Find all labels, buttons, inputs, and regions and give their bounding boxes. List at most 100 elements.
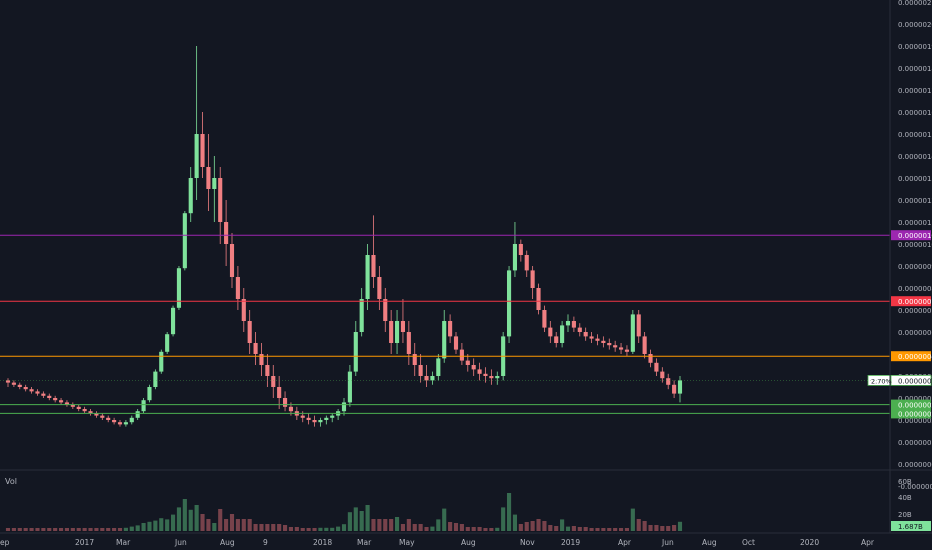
time-tick-label: 2018 [313,538,332,547]
volume-bar [306,528,311,531]
level-price-tag [891,351,931,362]
last-price-label: 0.00000038 [898,377,932,385]
candle-body [330,415,335,418]
candle-body [353,332,358,372]
level-price-tag [891,230,931,241]
candle-body [383,299,388,321]
volume-bar [624,528,630,531]
volume-bar [542,521,547,531]
volume-bar [347,512,352,531]
candle-body [483,373,488,376]
candle-body [265,365,270,376]
candle-body [29,389,34,392]
price-tick-label: 0.00000060 [898,329,932,337]
candle-body [506,270,512,337]
candle-body [554,336,559,343]
time-tick-label: 2017 [75,538,94,547]
candle-body [241,299,246,321]
volume-bar [165,519,170,531]
candle-body [524,255,529,271]
candle-body [259,354,264,365]
volume-bar [312,528,317,531]
price-tick-label: 0.00000090 [898,263,932,271]
candle-body [64,402,70,405]
time-tick-label: 2020 [800,538,819,547]
volume-bar [424,527,429,531]
candle-body [642,336,647,354]
volume-bar [477,527,482,531]
candle-body [601,340,606,343]
candle-body [176,268,182,308]
volume-bar [512,514,518,531]
volume-bar [548,525,553,531]
candle-body [341,402,347,412]
volume-bar [530,521,535,531]
candle-body [212,178,217,189]
candle-body [442,321,447,359]
candle-body [153,371,158,387]
volume-bar [677,521,683,531]
candle-body [666,378,671,385]
volume-bar [524,522,529,531]
candle-body [159,351,164,372]
candle-body [76,406,81,409]
candle-body [371,255,376,277]
volume-bar [630,508,635,531]
candle-body [288,406,294,412]
time-tick-label: Aug [461,538,476,547]
candle-body [5,380,11,383]
volume-bar [170,514,176,531]
candle-body [70,404,75,407]
volume-bar [76,528,81,531]
candle-body [135,411,140,418]
volume-bar [235,519,240,531]
price-tick-label: 0.00000080 [898,285,932,293]
time-tick-label: Nov [520,538,535,547]
price-axis[interactable]: 0.00000210 0.00000200 0.00000190 0.00000180… [867,0,932,491]
price-tick-label: 0.00000170 [898,87,932,95]
candle-body [577,327,582,332]
level-price-label: 0.00000023 [898,410,932,418]
candle-body [106,417,111,420]
volume-bar [607,528,612,531]
price-tick-label: 0.00000150 [898,131,932,139]
candle-body [430,376,435,381]
volume-bar [483,528,488,531]
candle-body [94,413,99,416]
candle-body [324,417,329,420]
time-tick-label: Apr [861,538,875,547]
volume-bar [453,523,459,531]
volume-bar [241,519,246,531]
volume-bar [400,524,406,531]
volume-bar [153,520,158,531]
volume-bar [383,519,388,531]
candle-body [618,347,624,350]
candle-body [35,391,40,394]
volume-bar [442,508,447,531]
change-label: 2.70% [871,377,892,385]
candle-body [129,417,134,423]
candle-body [194,134,199,178]
candle-body [530,270,535,288]
candle-body [465,360,470,365]
volume-bar [123,527,128,531]
candle-body [660,371,665,379]
candle-body [23,387,28,390]
volume-bar [300,528,305,531]
candle-body [406,332,411,354]
price-pane[interactable] [5,46,683,427]
candle-body [306,417,311,420]
time-axis[interactable]: ep 2017 Mar Jun Aug 9 2018 Mar May Aug Nov 2019 Apr J… [0,538,875,547]
candle-body [595,338,600,341]
level-price-tag [891,296,931,307]
candle-body [418,365,423,376]
volume-bar [53,528,58,531]
volume-bar [259,524,264,531]
volume-bar [5,528,11,531]
price-tick-label: -0.00000010 [898,483,932,491]
volume-bar [141,523,146,531]
price-tick-label: 0.00000200 [898,21,932,29]
time-tick-label: Oct [742,538,755,547]
candle-body [147,387,152,401]
